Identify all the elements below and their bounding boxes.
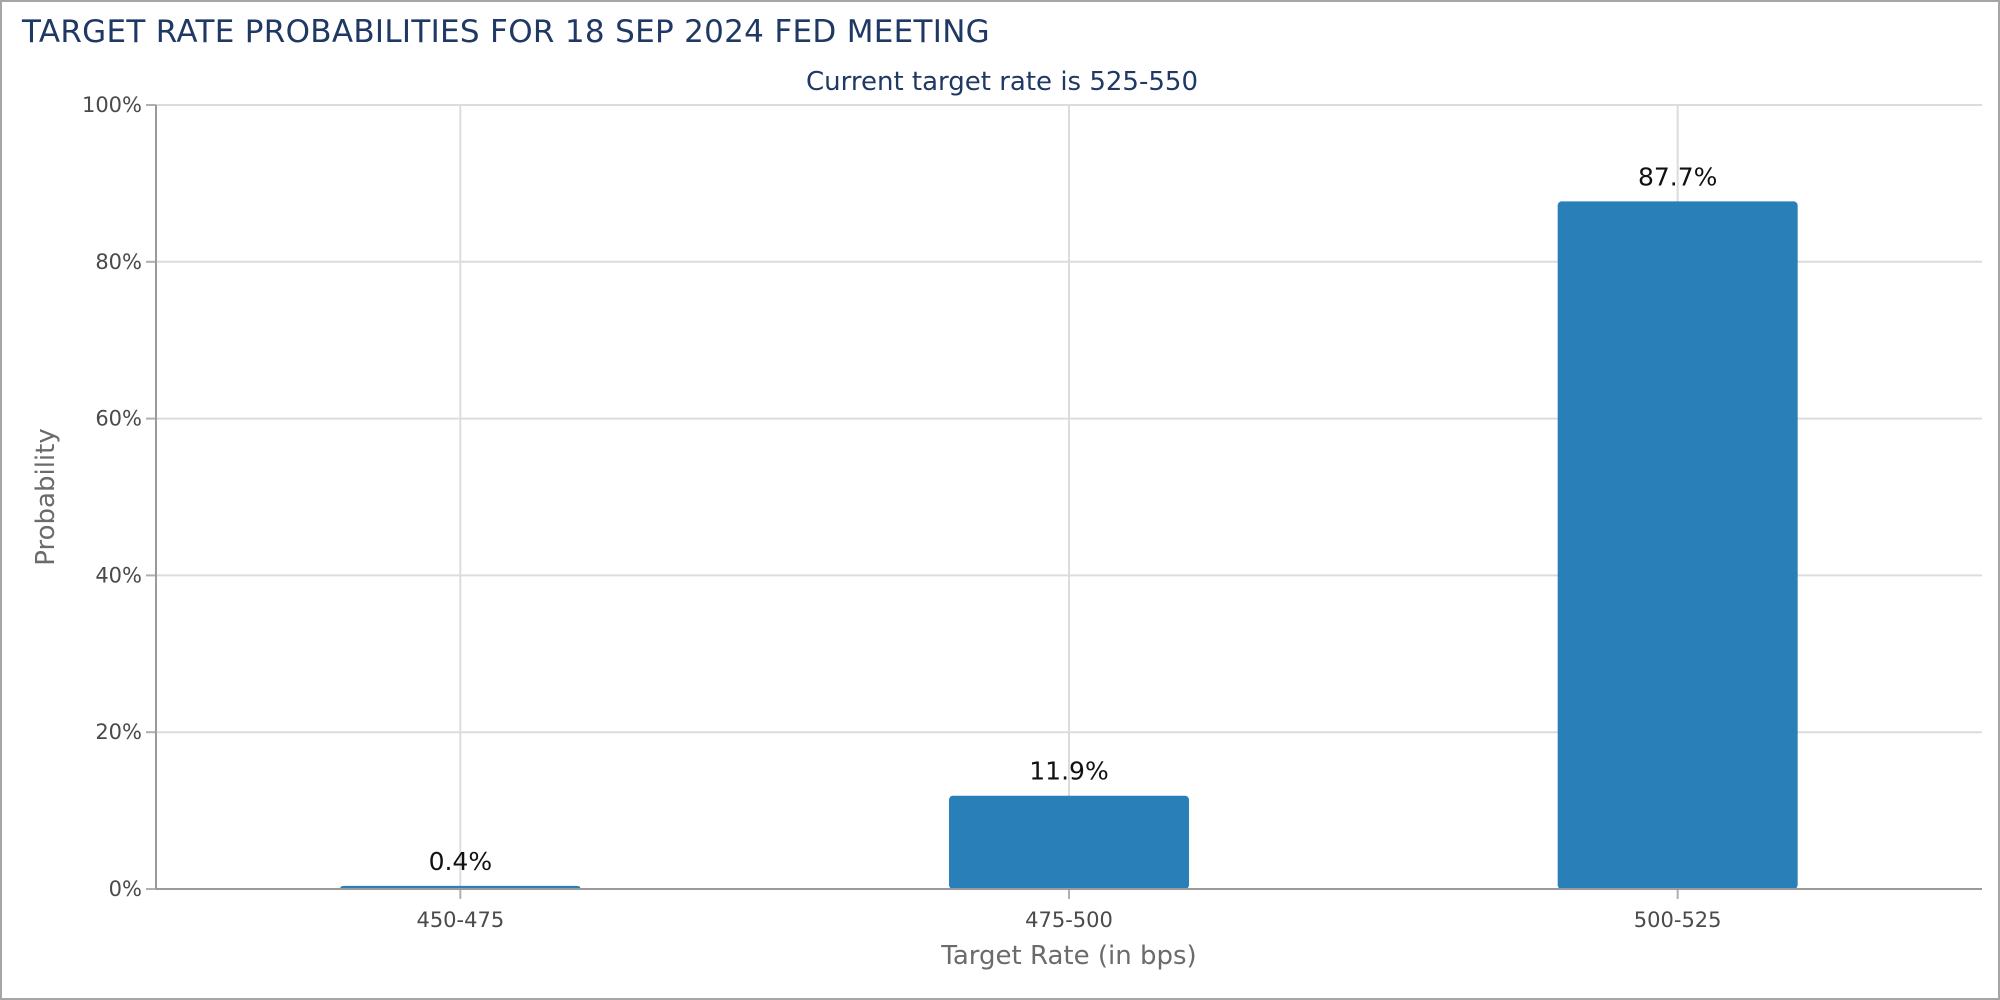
y-tick-label: 20% [95, 720, 142, 744]
chart-title: TARGET RATE PROBABILITIES FOR 18 SEP 202… [22, 14, 990, 50]
y-tick-label: 100% [82, 93, 142, 117]
bar-layer [340, 201, 1798, 889]
bar-475-500 [949, 795, 1189, 889]
chart-subtitle: Current target rate is 525-550 [806, 67, 1198, 97]
x-tick-label: 500-525 [1634, 908, 1722, 932]
data-label: 0.4% [429, 847, 493, 876]
x-tick-label: 475-500 [1025, 908, 1113, 932]
bar-500-525 [1557, 201, 1798, 889]
y-axis-label: Probability [31, 428, 61, 565]
data-label: 11.9% [1029, 757, 1108, 786]
x-axis-label: Target Rate (in bps) [940, 941, 1196, 971]
y-tick-label: 80% [95, 250, 142, 274]
y-tick-label: 60% [95, 407, 142, 431]
x-tick-label: 450-475 [416, 908, 504, 932]
label-layer: 0% 20% 40% 60% 80% 100% 0.4% 450-475 11.9% 475-50… [82, 93, 1722, 932]
y-tick-label: 40% [95, 563, 142, 587]
axis-layer [155, 105, 1982, 890]
y-tick-label: 0% [109, 877, 142, 901]
data-label: 87.7% [1638, 162, 1717, 191]
